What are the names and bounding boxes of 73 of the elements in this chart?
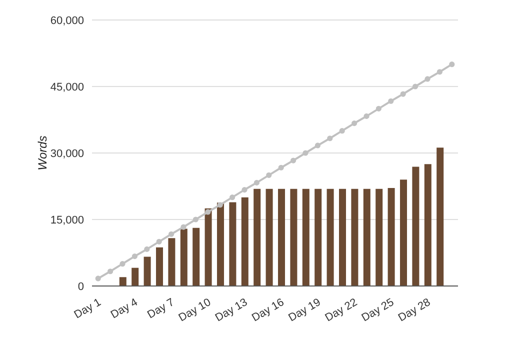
- point: [449, 62, 455, 68]
- bar: [278, 188, 285, 286]
- bar: [180, 228, 188, 286]
- x-tick-label: Day 10: [176, 296, 213, 324]
- bar: [241, 197, 248, 286]
- point: [168, 231, 174, 237]
- x-tick-label: Day 19: [286, 296, 323, 324]
- y-tick-label: 45,000: [50, 81, 84, 94]
- point: [242, 186, 248, 193]
- bar: [144, 256, 151, 286]
- bar: [326, 188, 334, 286]
- point: [180, 224, 186, 230]
- point: [230, 194, 236, 200]
- x-tick-label: Day 7: [146, 296, 176, 322]
- point: [266, 172, 272, 178]
- point: [302, 150, 308, 156]
- y-axis-title: Words: [35, 136, 50, 170]
- point: [400, 91, 406, 97]
- x-tick-label: Day 22: [323, 296, 360, 324]
- point: [290, 158, 296, 164]
- bar: [363, 188, 370, 286]
- bar: [204, 208, 212, 286]
- point: [144, 246, 150, 252]
- x-tick-label: Day 13: [213, 296, 250, 324]
- point: [327, 136, 333, 142]
- bar: [254, 188, 261, 286]
- point: [388, 98, 394, 104]
- bar: [388, 188, 395, 286]
- point: [192, 216, 198, 222]
- bar: [412, 166, 420, 286]
- x-tick-label: Day 16: [250, 296, 286, 324]
- bar: [400, 180, 407, 286]
- y-tick-label: 0: [78, 280, 84, 293]
- bar: [302, 188, 310, 286]
- bar: [217, 202, 224, 286]
- x-tick-label: Day 1: [72, 296, 104, 322]
- point: [120, 261, 126, 267]
- bar: [119, 277, 126, 286]
- bar: [229, 202, 236, 286]
- bar: [339, 188, 346, 286]
- point: [156, 238, 162, 244]
- point: [352, 120, 358, 126]
- point: [424, 76, 430, 82]
- bar: [168, 238, 176, 286]
- bar: [156, 247, 163, 286]
- point: [278, 164, 284, 170]
- bar: [192, 228, 200, 286]
- point: [95, 276, 101, 282]
- bar: [266, 188, 273, 286]
- point: [412, 84, 418, 90]
- y-tick-label: 60,000: [50, 14, 84, 27]
- point: [217, 202, 223, 208]
- point: [339, 128, 345, 134]
- point: [364, 113, 370, 120]
- x-tick-label: Day 25: [360, 296, 396, 324]
- point: [132, 253, 138, 260]
- point: [376, 106, 382, 112]
- bar: [351, 188, 358, 286]
- point: [254, 180, 260, 186]
- x-tick-label: Day 28: [396, 296, 433, 324]
- bar: [424, 164, 432, 286]
- bar: [314, 188, 322, 286]
- point: [436, 69, 442, 75]
- bar: [290, 188, 298, 286]
- bar: [132, 268, 139, 286]
- x-tick-label: Day 4: [108, 296, 140, 322]
- point: [108, 268, 114, 274]
- point: [314, 142, 320, 148]
- y-tick-label: 30,000: [50, 148, 84, 160]
- bar: [436, 148, 444, 286]
- bar: [376, 188, 383, 286]
- point: [205, 209, 211, 215]
- y-tick-label: 15,000: [50, 214, 84, 226]
